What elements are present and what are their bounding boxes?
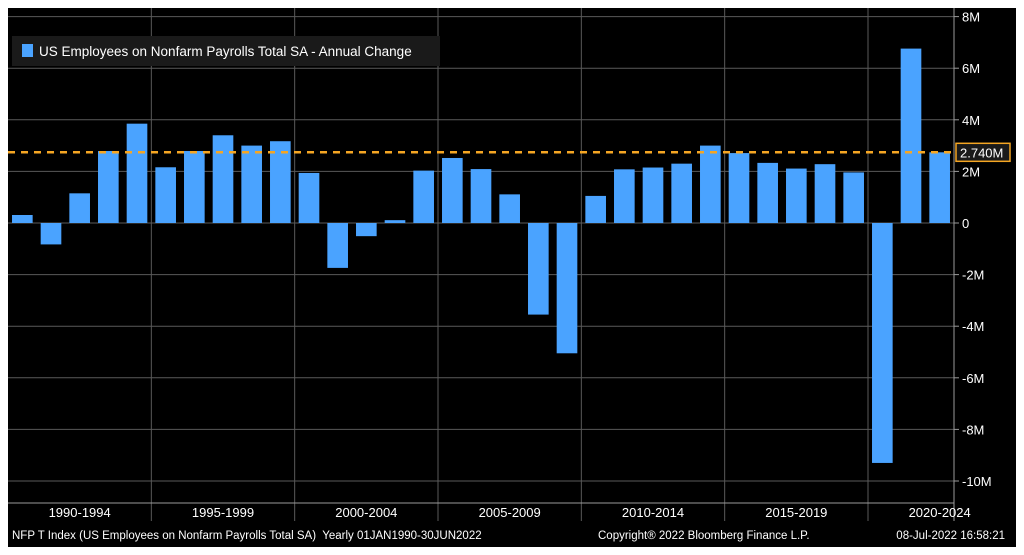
legend-box [12, 36, 440, 66]
bar [241, 145, 262, 223]
bar [700, 145, 721, 223]
footer: NFP T Index (US Employees on Nonfarm Pay… [12, 530, 1005, 542]
reference-label-box [955, 142, 1011, 163]
x-group-label: 2005-2009 [479, 505, 541, 520]
footer-source: NFP T Index (US Employees on Nonfarm Pay… [12, 530, 482, 542]
bar [929, 152, 950, 223]
x-group-label: 2010-2014 [622, 505, 684, 520]
bar [270, 141, 291, 223]
bar [384, 220, 406, 223]
y-tick-label: -4M [962, 319, 984, 334]
y-tick-label: 8M [962, 10, 980, 25]
y-tick-label: -10M [962, 474, 992, 489]
bar [98, 151, 119, 223]
y-tick-label: -2M [962, 268, 984, 283]
bar [40, 223, 62, 245]
bar [614, 169, 635, 223]
bar [757, 162, 778, 223]
y-tick-label: -8M [962, 422, 984, 437]
bar [671, 163, 692, 223]
plot-background [8, 8, 954, 521]
footer-copyright: Copyright® 2022 Bloomberg Finance L.P. [598, 530, 810, 542]
bar [814, 164, 836, 223]
x-group-label: 2000-2004 [335, 505, 397, 520]
bar [327, 223, 348, 268]
bar [786, 168, 807, 223]
bar [843, 172, 864, 223]
bar [585, 195, 606, 223]
footer-timestamp: 08-Jul-2022 16:58:21 [896, 530, 1005, 542]
bar [872, 223, 893, 463]
bar [413, 170, 434, 223]
bar [356, 223, 377, 237]
y-tick-label: -6M [962, 371, 984, 386]
gridlines [8, 8, 954, 521]
bar [728, 153, 750, 223]
bar [12, 215, 33, 223]
x-group-label: 2020-2024 [909, 505, 971, 520]
x-group-label: 2015-2019 [765, 505, 827, 520]
bar [556, 223, 578, 354]
bar [184, 151, 205, 223]
x-group-label: 1990-1994 [49, 505, 111, 520]
y-tick-label: 4M [962, 113, 980, 128]
bar [499, 194, 520, 223]
legend-swatch [22, 44, 33, 57]
reference-line-group: 2.740M [8, 142, 1011, 163]
bar [470, 169, 492, 223]
bar [126, 123, 148, 223]
y-tick-label: 2M [962, 164, 980, 179]
reference-label: 2.740M [960, 145, 1003, 160]
bar [642, 167, 664, 223]
bar [528, 223, 549, 315]
legend: US Employees on Nonfarm Payrolls Total S… [12, 36, 440, 66]
bar [155, 167, 176, 223]
bar [900, 48, 922, 224]
axis-background [954, 8, 1016, 521]
bar [442, 157, 463, 223]
y-tick-label: 6M [962, 61, 980, 76]
bar [69, 193, 90, 223]
bar [298, 172, 320, 223]
legend-label: US Employees on Nonfarm Payrolls Total S… [39, 44, 412, 59]
y-tick-label: 0 [962, 216, 969, 231]
footer-background [8, 521, 1016, 547]
x-group-label: 1995-1999 [192, 505, 254, 520]
x-axis: 1990-1994 1995-1999 2000-2004 2005-2009 2010… [8, 502, 971, 520]
y-axis: 8M 6M 4M 2M 0 -2M -4M -6M -8M -10M [953, 8, 992, 521]
bar [212, 135, 234, 223]
bars [12, 48, 950, 463]
